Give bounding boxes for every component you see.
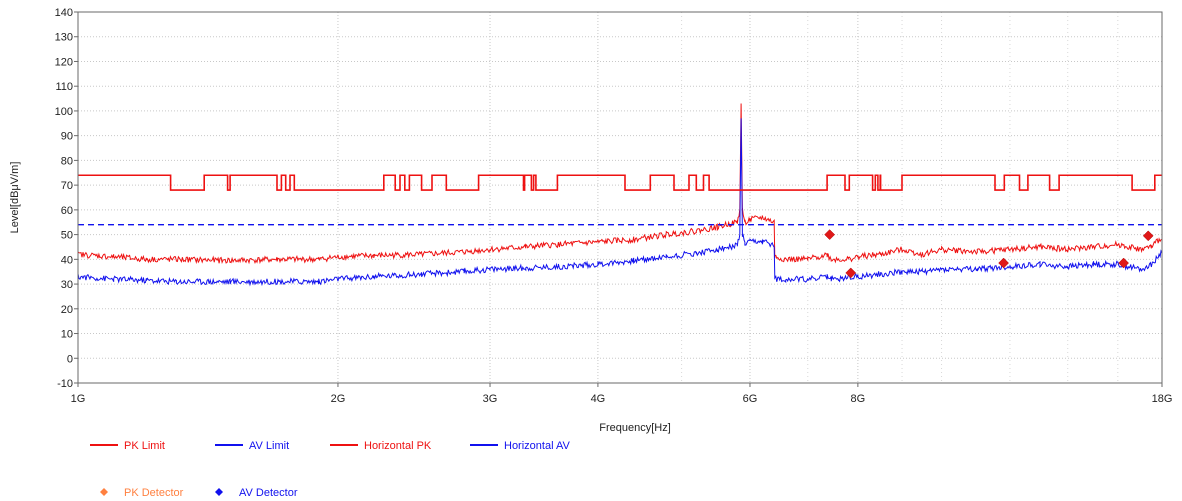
- y-tick-labels: -10 0 10 20 30 40 50 60 70 80 90 100 110 120 130 140: [55, 7, 78, 390]
- y-tick-label: 80: [61, 155, 73, 167]
- legend-item: PK Detector: [100, 487, 184, 499]
- series-pk-limit: [78, 174, 1162, 191]
- y-tick-label: 40: [61, 254, 73, 266]
- y-tick-label: 20: [61, 304, 73, 316]
- legend-item: AV Limit: [215, 440, 289, 452]
- series-layer: [77, 103, 1163, 287]
- x-tick-label: 3G: [483, 393, 498, 405]
- y-tick-label: 90: [61, 131, 73, 143]
- legend-label: Horizontal PK: [364, 440, 432, 452]
- x-tick-label: 18G: [1152, 393, 1173, 405]
- legend-item: AV Detector: [215, 487, 298, 499]
- y-tick-label: 130: [55, 32, 73, 44]
- legend-label: AV Limit: [249, 440, 289, 452]
- pk-detector-marker: [1118, 257, 1129, 269]
- x-tick-label: 8G: [851, 393, 866, 405]
- y-tick-label: 100: [55, 106, 73, 118]
- plot-frame: [77, 11, 1163, 384]
- legend-item: Horizontal PK: [330, 440, 432, 452]
- y-axis-title: Level[dBμV/m]: [9, 162, 21, 234]
- y-tick-label: 60: [61, 205, 73, 217]
- legend-swatch-diamond: [100, 488, 108, 496]
- y-tick-label: -10: [57, 378, 73, 390]
- marker-layer: [824, 229, 1154, 279]
- legend-label: PK Detector: [124, 487, 184, 499]
- legend-item: PK Limit: [90, 440, 165, 452]
- x-tick-label: 6G: [743, 393, 758, 405]
- legend-label: AV Detector: [239, 487, 298, 499]
- series-horizontal-pk: [77, 103, 1163, 265]
- x-axis-title: Frequency[Hz]: [599, 422, 671, 434]
- y-tick-label: 140: [55, 7, 73, 19]
- pk-detector-marker: [998, 257, 1009, 269]
- y-tick-label: 30: [61, 279, 73, 291]
- x-tick-label: 4G: [591, 393, 606, 405]
- x-tick-label: 2G: [331, 393, 346, 405]
- legend: PK Limit AV Limit Horizontal PK Horizontal …: [90, 440, 570, 499]
- pk-detector-marker: [824, 229, 835, 240]
- legend-label: PK Limit: [124, 440, 165, 452]
- pk-detector-marker: [845, 267, 857, 279]
- y-tick-label: 10: [61, 329, 73, 341]
- pk-detector-marker: [1142, 230, 1154, 242]
- y-tick-label: 110: [55, 81, 73, 93]
- x-tick-labels: 1G 2G 3G 4G 6G 8G 18G: [71, 383, 1173, 405]
- legend-item: Horizontal AV: [470, 440, 570, 452]
- x-tick-label: 1G: [71, 393, 86, 405]
- series-horizontal-av: [77, 118, 1163, 287]
- y-tick-label: 120: [55, 56, 73, 68]
- y-tick-label: 50: [61, 230, 73, 242]
- legend-label: Horizontal AV: [504, 440, 570, 452]
- y-tick-label: 70: [61, 180, 73, 192]
- legend-swatch-diamond: [215, 488, 223, 496]
- y-tick-label: 0: [67, 353, 73, 365]
